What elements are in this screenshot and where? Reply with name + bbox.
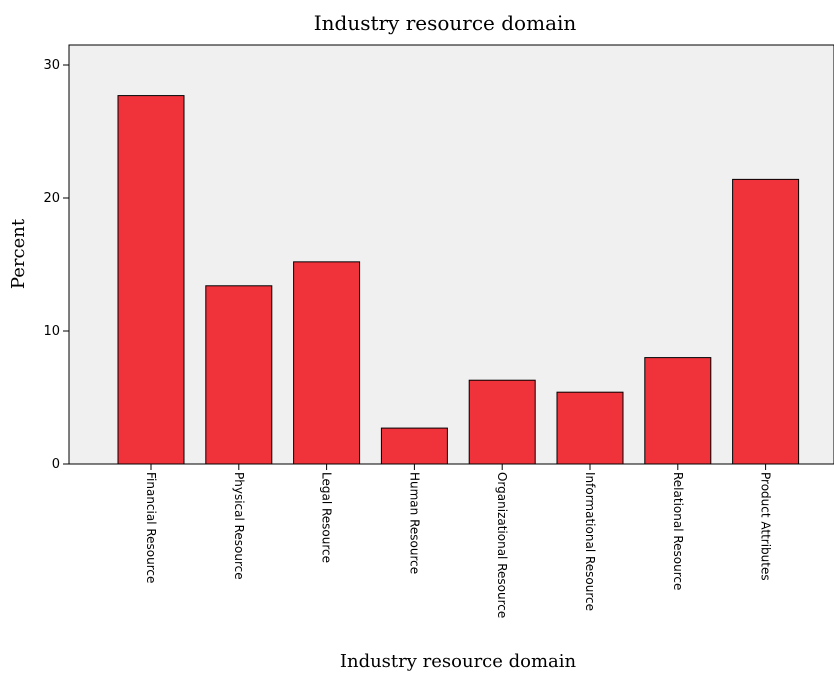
y-axis-label: Percent [8,218,29,289]
bar [117,95,185,465]
x-axis-label: Industry resource domain [340,651,577,672]
x-tick-label: Physical Resource [232,472,246,580]
x-axis: Financial Resource Physical Resource Legal… [144,464,773,618]
x-tick-label: Product Attributes [759,472,773,581]
x-tick-label: Relational Resource [671,472,685,590]
y-tick-label: 20 [43,191,60,206]
bars-group [117,95,800,465]
bar [205,285,273,465]
x-tick-label: Legal Resource [320,472,334,563]
y-tick-label: 10 [43,324,60,339]
chart-title: Industry resource domain [314,11,577,35]
bar [556,391,624,465]
bar [644,357,712,465]
y-tick-label: 0 [52,457,60,472]
bar [380,427,448,465]
x-tick-label: Informational Resource [583,472,597,611]
bar [732,178,800,465]
bar [293,261,361,465]
x-tick-label: Human Resource [407,472,421,574]
y-tick-label: 30 [43,58,60,73]
x-tick-label: Financial Resource [144,472,158,583]
x-tick-label: Organizational Resource [495,472,509,618]
y-axis: 0 10 20 30 [43,58,69,472]
bar [468,379,536,465]
